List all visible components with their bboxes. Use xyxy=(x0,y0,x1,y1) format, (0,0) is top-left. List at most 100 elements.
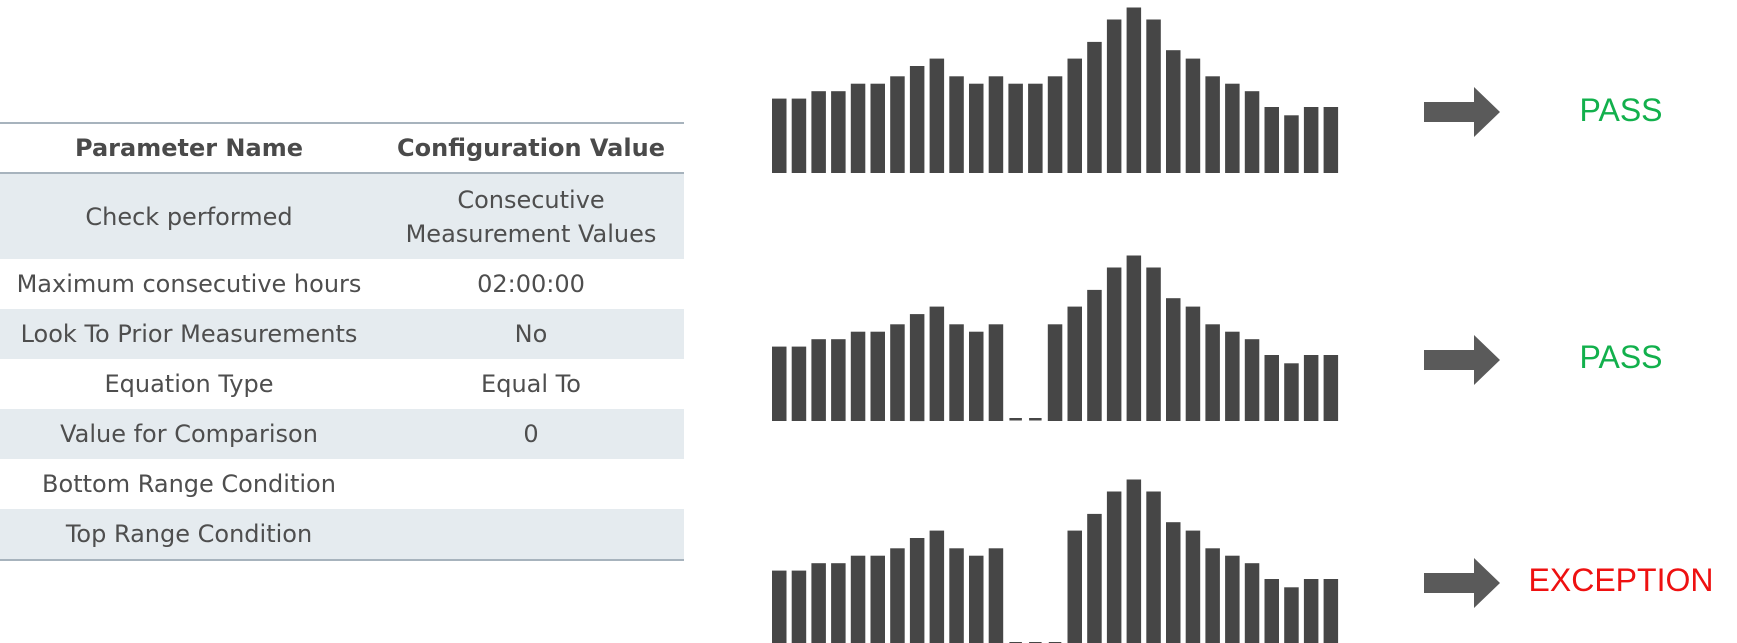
measurement-bar xyxy=(1225,331,1240,421)
measurement-bar xyxy=(1106,19,1122,173)
measurement-bar xyxy=(831,563,846,643)
measurement-bar xyxy=(1303,579,1319,643)
measurement-bar xyxy=(791,346,807,421)
measurement-bar xyxy=(890,324,905,421)
measurement-bar xyxy=(1067,306,1082,421)
measurement-bar xyxy=(1205,324,1220,421)
measurement-bar xyxy=(1244,91,1260,173)
value-line: Measurement Values xyxy=(405,219,657,248)
measurement-bar xyxy=(909,538,925,643)
measurement-bar xyxy=(1126,7,1142,173)
measurement-bar xyxy=(969,331,984,421)
configuration-table: Parameter Name Configuration Value Check… xyxy=(0,122,684,561)
measurement-bar xyxy=(1126,479,1142,643)
param-cell: Bottom Range Condition xyxy=(42,470,336,498)
header-parameter-name: Parameter Name xyxy=(0,123,378,174)
measurement-bar xyxy=(1323,107,1339,173)
measurement-bar xyxy=(969,83,984,173)
table-header-row: Parameter Name Configuration Value xyxy=(0,123,684,174)
param-cell: Top Range Condition xyxy=(0,509,378,560)
zero-value-marker xyxy=(1029,418,1042,421)
measurement-bar xyxy=(811,563,826,643)
measurement-bar xyxy=(1284,587,1299,643)
measurement-bar xyxy=(1087,41,1102,174)
measurement-bar xyxy=(1284,363,1299,421)
result-label-pass: PASS xyxy=(1579,339,1663,375)
measurement-bar xyxy=(791,98,807,173)
measurement-bar xyxy=(1067,58,1082,173)
arrow-right-icon xyxy=(1424,558,1500,608)
measurement-bar xyxy=(890,76,905,173)
measurement-bar xyxy=(1303,355,1319,421)
measurement-bar xyxy=(831,339,846,421)
table-row: Maximum consecutive hours 02:00:00 xyxy=(0,259,684,309)
measurement-bar xyxy=(909,314,925,422)
header-configuration-value: Configuration Value xyxy=(378,123,684,174)
measurement-bar xyxy=(1028,83,1043,173)
measurement-bar xyxy=(909,66,925,173)
param-cell: Value for Comparison xyxy=(0,409,378,459)
value-cell: No xyxy=(378,309,684,359)
table-row: Value for Comparison 0 xyxy=(0,409,684,459)
measurement-bar xyxy=(1067,530,1082,643)
measurement-bar xyxy=(1146,19,1161,173)
measurement-bar xyxy=(988,324,1004,421)
measurement-bar xyxy=(870,83,885,173)
value-cell: 02:00:00 xyxy=(477,270,585,298)
table-row: Bottom Range Condition xyxy=(0,459,684,509)
measurement-bar xyxy=(1185,58,1201,173)
measurement-bar xyxy=(1303,107,1319,173)
measurement-bar xyxy=(1264,355,1279,421)
measurement-bar xyxy=(1264,107,1279,173)
measurement-bar xyxy=(772,98,787,173)
measurement-bar xyxy=(850,555,866,643)
measurement-bar xyxy=(1166,522,1181,643)
measurement-bar xyxy=(1106,267,1122,421)
value-cell xyxy=(378,509,684,560)
arrow-right-icon xyxy=(1424,87,1500,137)
measurement-bar xyxy=(1166,50,1181,174)
arrow-right-icon xyxy=(1424,335,1500,385)
measurement-bar xyxy=(1244,339,1260,421)
measurement-bar xyxy=(791,570,807,643)
result-label-pass: PASS xyxy=(1579,92,1663,128)
measurement-bar xyxy=(1284,115,1299,173)
measurement-bar xyxy=(811,91,826,173)
measurement-bar xyxy=(1185,306,1201,421)
measurement-bar xyxy=(1146,267,1161,421)
value-cell: Equal To xyxy=(481,370,581,398)
param-cell: Check performed xyxy=(0,173,378,259)
measurement-bar xyxy=(1205,548,1220,643)
param-cell: Look To Prior Measurements xyxy=(0,309,378,359)
measurement-bar xyxy=(1323,355,1339,421)
measurement-bar xyxy=(1126,255,1142,421)
measurement-bar xyxy=(1205,76,1220,173)
measurement-bar xyxy=(949,76,964,173)
param-cell: Maximum consecutive hours xyxy=(16,270,362,298)
measurement-bar xyxy=(1323,579,1339,643)
value-cell: 0 xyxy=(378,409,684,459)
measurement-bar xyxy=(1264,579,1279,643)
table-row: Look To Prior Measurements No xyxy=(0,309,684,359)
bar-series-3 xyxy=(772,479,1339,643)
measurement-bar xyxy=(772,570,787,643)
measurement-bar xyxy=(850,83,866,173)
param-cell: Equation Type xyxy=(104,370,274,398)
measurement-bar xyxy=(1087,289,1102,421)
measurement-bar xyxy=(1225,83,1240,173)
measurement-bar xyxy=(1225,555,1240,643)
measurement-bar xyxy=(1166,298,1181,421)
bar-series-2 xyxy=(772,255,1339,422)
value-cell: Consecutive Measurement Values xyxy=(378,173,684,259)
measurement-bar xyxy=(1087,513,1102,643)
measurement-bar xyxy=(929,306,945,421)
measurement-bar xyxy=(890,548,905,643)
measurement-bar xyxy=(1047,76,1063,173)
table-row: Equation Type Equal To xyxy=(0,359,684,409)
measurement-bar xyxy=(988,548,1004,643)
measurement-bar xyxy=(772,346,787,421)
table-row: Top Range Condition xyxy=(0,509,684,560)
measurement-bar xyxy=(1244,563,1260,643)
measurement-bar xyxy=(988,76,1004,173)
